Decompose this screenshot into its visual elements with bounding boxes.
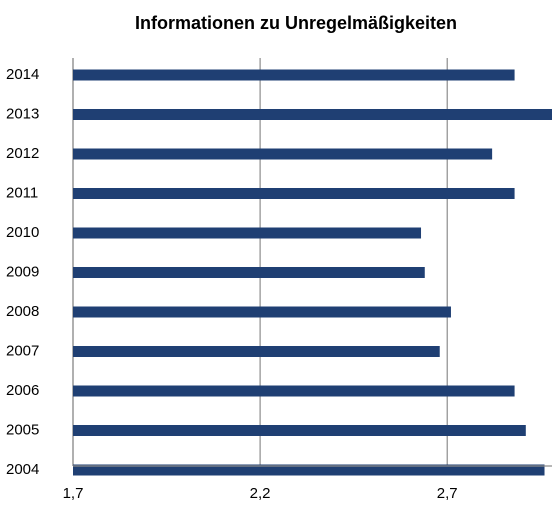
bar	[73, 464, 545, 476]
y-tick-label: 2006	[6, 382, 39, 399]
x-tick-label: 2,2	[250, 485, 271, 502]
bar	[73, 385, 515, 397]
bar	[73, 148, 493, 160]
y-tick-label: 2011	[6, 184, 38, 201]
y-tick-label: 2009	[6, 263, 39, 280]
bar	[73, 227, 422, 239]
y-tick-label: 2008	[6, 303, 39, 320]
bar	[73, 69, 515, 81]
y-tick-label: 2014	[6, 66, 39, 83]
y-tick-label: 2005	[6, 421, 39, 438]
y-tick-label: 2004	[6, 461, 39, 478]
chart-title: Informationen zu Unregelmäßigkeiten	[135, 13, 457, 33]
x-tick-label: 2,7	[437, 485, 458, 502]
y-tick-label: 2010	[6, 224, 39, 241]
bar	[73, 267, 425, 278]
y-tick-label: 2007	[6, 342, 39, 359]
y-tick-label: 2013	[6, 105, 39, 122]
bar	[73, 425, 526, 436]
bar	[73, 346, 440, 357]
bar	[73, 188, 515, 199]
y-tick-label: 2012	[6, 145, 39, 162]
bar	[73, 306, 451, 318]
bar	[73, 109, 552, 120]
x-tick-label: 1,7	[63, 485, 84, 502]
